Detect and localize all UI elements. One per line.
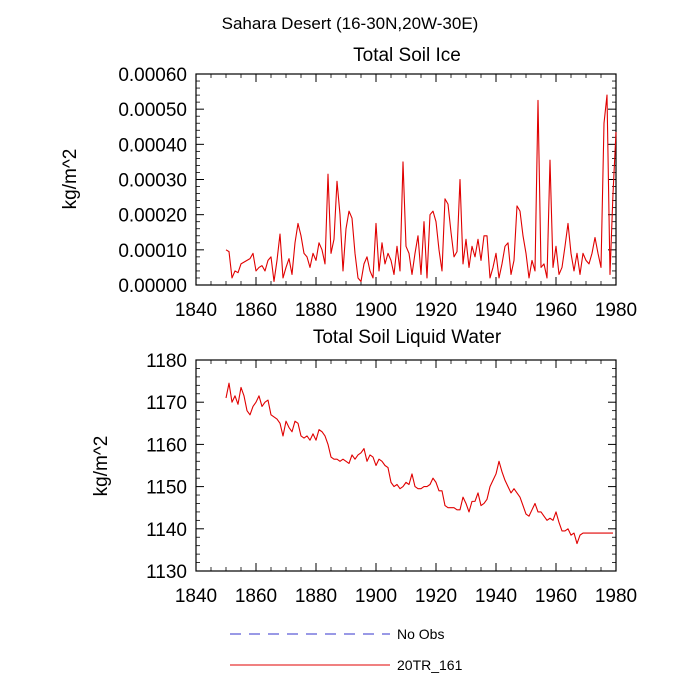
soil-water-ytick-label: 1140: [146, 520, 187, 541]
soil-water-ytick-label: 1150: [146, 478, 187, 499]
soil-water-title: Total Soil Liquid Water: [313, 327, 502, 348]
soil-ice-ytick-label: 0.00000: [118, 276, 187, 297]
legend: No Obs 20TR_161: [230, 626, 463, 673]
soil-water-xtick-label: 1940: [475, 586, 517, 607]
legend-label-20tr-161: 20TR_161: [397, 657, 463, 673]
soil-water-xtick-label: 1840: [175, 586, 217, 607]
soil-ice-xtick-label: 1920: [415, 300, 457, 321]
soil-ice-series-line: [225, 94, 617, 283]
legend-label-no-obs: No Obs: [397, 626, 444, 642]
soil-ice-xtick-label: 1880: [295, 300, 337, 321]
soil-water-xtick-label: 1980: [595, 586, 637, 607]
soil-ice-xtick-label: 1860: [235, 300, 277, 321]
soil-water-ytick-label: 1180: [146, 351, 187, 372]
soil-water-xtick-label: 1960: [535, 586, 577, 607]
soil-ice-ytick-label: 0.00040: [118, 135, 187, 156]
soil-ice-ytick-label: 0.00050: [118, 100, 187, 121]
soil-water-series-line: [225, 382, 613, 545]
soil-ice-ytick-label: 0.00010: [118, 241, 187, 262]
soil-ice-xtick-label: 1900: [355, 300, 397, 321]
soil-water-xtick-label: 1920: [415, 586, 457, 607]
soil-ice-xtick-label: 1840: [175, 300, 217, 321]
soil-ice-xtick-label: 1940: [475, 300, 517, 321]
soil-water-xtick-label: 1900: [355, 586, 397, 607]
soil-ice-ytick-label: 0.00060: [118, 65, 187, 86]
soil-ice-ylabel: kg/m^2: [60, 149, 81, 210]
soil-water-xtick-label: 1860: [235, 586, 277, 607]
soil-water-xtick-label: 1880: [295, 586, 337, 607]
soil-ice-ytick-label: 0.00030: [118, 171, 187, 192]
soil-ice-title: Total Soil Ice: [353, 45, 461, 66]
figure-suptitle: Sahara Desert (16-30N,20W-30E): [222, 14, 479, 33]
soil-water-panel: Total Soil Liquid Water kg/m^2 1840 1860 1…: [91, 327, 637, 607]
soil-ice-xtick-label: 1960: [535, 300, 577, 321]
soil-water-ylabel: kg/m^2: [91, 436, 112, 497]
soil-water-ytick-label: 1160: [146, 435, 187, 456]
soil-ice-panel: Total Soil Ice kg/m^2 1840 1860 1880 1900 19…: [60, 45, 637, 321]
soil-water-ytick-label: 1130: [146, 562, 187, 583]
soil-water-plot-frame: [195, 359, 617, 572]
soil-ice-ytick-label: 0.00020: [118, 206, 187, 227]
soil-ice-xtick-label: 1980: [595, 300, 637, 321]
soil-water-ytick-label: 1170: [146, 393, 187, 414]
